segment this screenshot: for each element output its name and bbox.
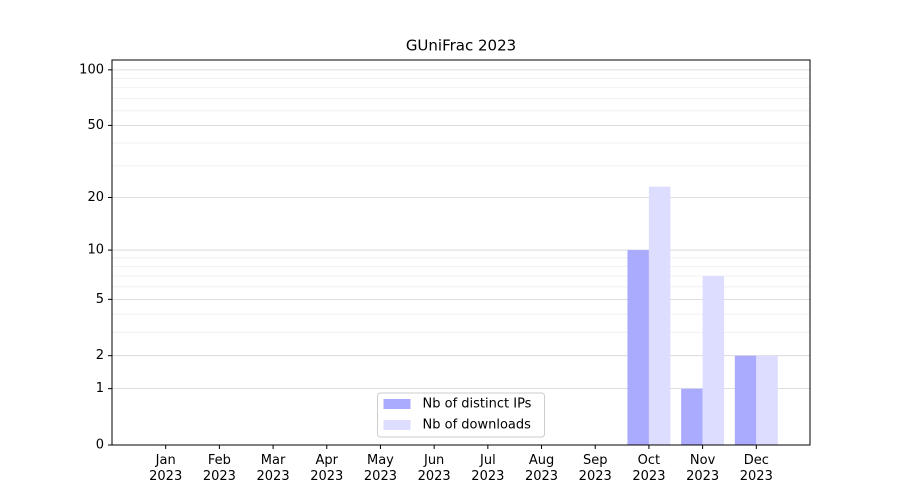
x-tick-label: Sep 2023 (578, 453, 612, 484)
plot-frame (111, 59, 811, 446)
bar (627, 250, 649, 445)
bar (734, 355, 757, 445)
x-tick-label: Apr 2023 (310, 453, 344, 484)
legend-label: Nb of downloads (423, 418, 532, 433)
legend-label: Nb of distinct IPs (423, 397, 532, 412)
x-tick-label: Aug 2023 (524, 453, 559, 484)
x-tick-label: Jan 2023 (149, 453, 183, 484)
x-tick-label: Feb 2023 (202, 453, 236, 484)
x-tick-label: May 2023 (363, 453, 397, 484)
y-tick-label: 50 (87, 118, 104, 133)
y-tick-label: 1 (96, 381, 104, 396)
y-tick-label: 2 (96, 348, 104, 363)
x-tick-label: Jul 2023 (471, 453, 505, 484)
legend-box (377, 392, 545, 438)
x-tick-label: Nov 2023 (686, 453, 720, 484)
bar (702, 275, 725, 445)
bar (681, 388, 703, 445)
bar (756, 355, 778, 445)
y-tick-label: 0 (96, 438, 104, 453)
y-tick-label: 20 (87, 190, 104, 205)
x-tick-label: Mar 2023 (256, 453, 290, 484)
legend-swatch (383, 420, 411, 430)
y-tick-label: 5 (96, 292, 104, 307)
x-tick-label: Oct 2023 (632, 453, 666, 484)
x-tick-label: Dec 2023 (739, 453, 773, 484)
legend-swatch (383, 399, 411, 409)
y-tick-label: 10 (87, 243, 104, 258)
x-tick-label: Jun 2023 (417, 453, 451, 484)
bar (648, 186, 671, 446)
chart-title: GUniFrac 2023 (406, 37, 516, 55)
y-tick-label: 100 (79, 62, 104, 77)
